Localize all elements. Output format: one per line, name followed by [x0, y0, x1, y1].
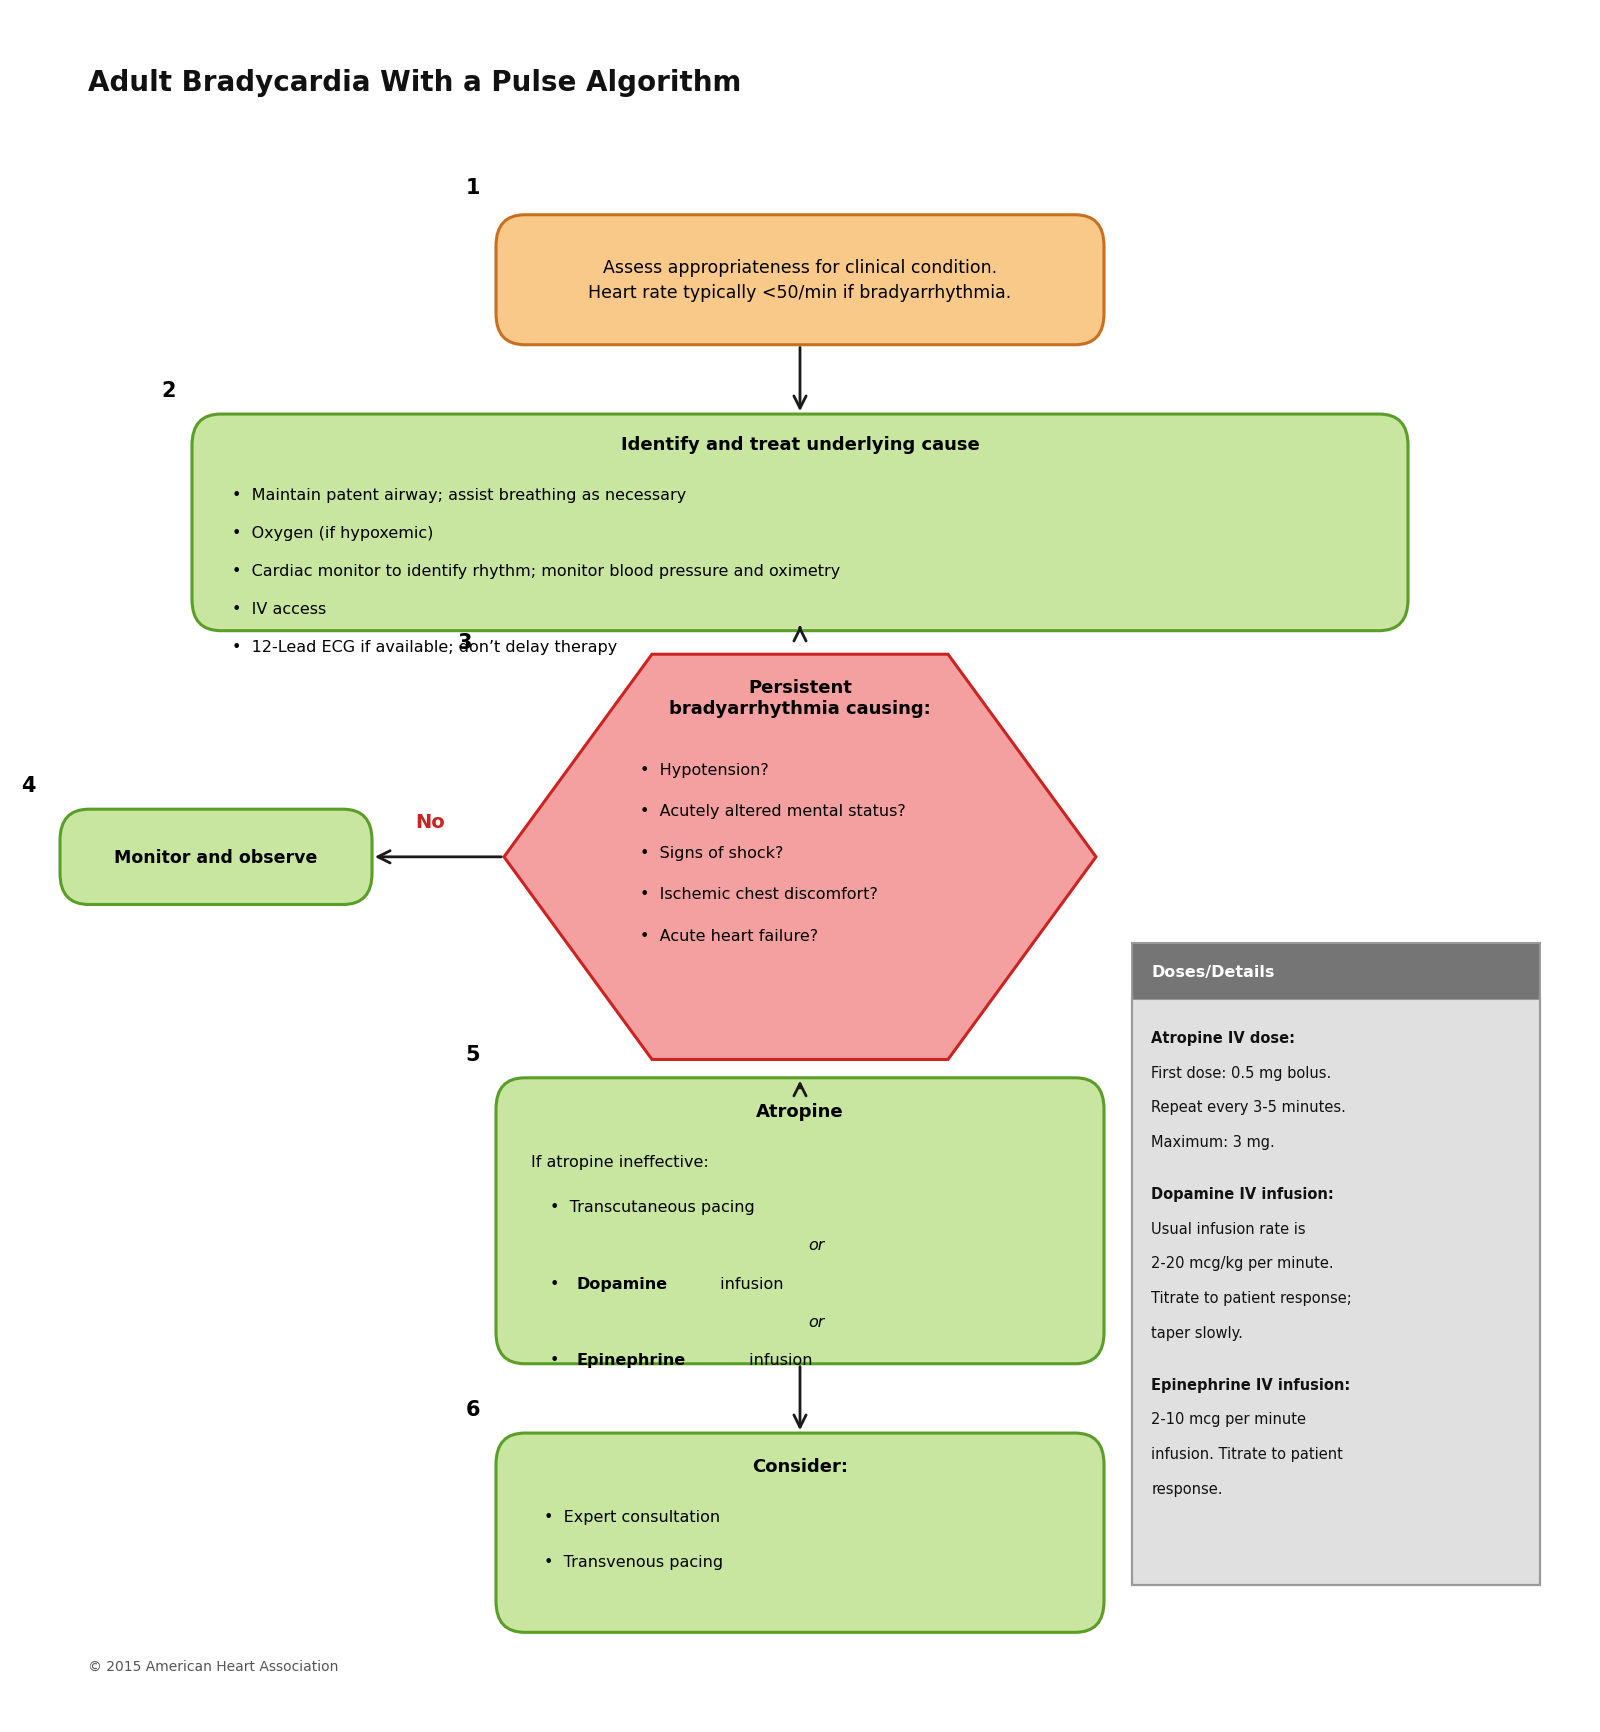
Text: Atropine IV dose:: Atropine IV dose:	[1152, 1031, 1296, 1046]
Text: Yes: Yes	[856, 1100, 893, 1119]
Polygon shape	[504, 655, 1096, 1060]
Text: taper slowly.: taper slowly.	[1152, 1325, 1243, 1341]
FancyBboxPatch shape	[496, 1434, 1104, 1632]
Text: First dose: 0.5 mg bolus.: First dose: 0.5 mg bolus.	[1152, 1065, 1331, 1081]
FancyBboxPatch shape	[496, 216, 1104, 346]
Text: Persistent
bradyarrhythmia causing:: Persistent bradyarrhythmia causing:	[669, 679, 931, 717]
Text: •  Transcutaneous pacing: • Transcutaneous pacing	[550, 1199, 755, 1214]
FancyBboxPatch shape	[1133, 999, 1539, 1585]
Text: If atropine ineffective:: If atropine ineffective:	[531, 1154, 709, 1169]
Text: •  Oxygen (if hypoxemic): • Oxygen (if hypoxemic)	[232, 527, 434, 540]
Text: •  Acute heart failure?: • Acute heart failure?	[640, 928, 818, 944]
Text: © 2015 American Heart Association: © 2015 American Heart Association	[88, 1659, 338, 1673]
Text: Repeat every 3-5 minutes.: Repeat every 3-5 minutes.	[1152, 1100, 1346, 1115]
Text: •: •	[550, 1353, 570, 1368]
Text: Monitor and observe: Monitor and observe	[114, 849, 318, 866]
Text: infusion: infusion	[715, 1276, 784, 1290]
Text: Usual infusion rate is: Usual infusion rate is	[1152, 1221, 1306, 1237]
Text: Assess appropriateness for clinical condition.
Heart rate typically <50/min if b: Assess appropriateness for clinical cond…	[589, 260, 1011, 301]
Text: Identify and treat underlying cause: Identify and treat underlying cause	[621, 436, 979, 454]
Text: 6: 6	[466, 1399, 480, 1420]
Text: response.: response.	[1152, 1481, 1222, 1496]
Text: •  Ischemic chest discomfort?: • Ischemic chest discomfort?	[640, 887, 878, 902]
Text: 1: 1	[466, 178, 480, 199]
Text: 4: 4	[21, 776, 37, 797]
Text: •: •	[550, 1276, 570, 1290]
Text: Atropine: Atropine	[757, 1103, 843, 1121]
FancyBboxPatch shape	[496, 1077, 1104, 1365]
Text: Titrate to patient response;: Titrate to patient response;	[1152, 1290, 1352, 1306]
Text: Consider:: Consider:	[752, 1457, 848, 1476]
Text: •  Signs of shock?: • Signs of shock?	[640, 845, 784, 861]
Text: •  Expert consultation: • Expert consultation	[544, 1509, 720, 1524]
Text: Dopamine: Dopamine	[576, 1276, 667, 1290]
Text: •  Hypotension?: • Hypotension?	[640, 762, 768, 778]
Text: or: or	[808, 1315, 824, 1328]
Text: 5: 5	[466, 1044, 480, 1063]
Text: Doses/Details: Doses/Details	[1152, 965, 1275, 979]
Text: •  Cardiac monitor to identify rhythm; monitor blood pressure and oximetry: • Cardiac monitor to identify rhythm; mo…	[232, 565, 840, 578]
Text: •  12-Lead ECG if available; don’t delay therapy: • 12-Lead ECG if available; don’t delay …	[232, 641, 618, 655]
Text: Dopamine IV infusion:: Dopamine IV infusion:	[1152, 1186, 1334, 1202]
Text: •  Transvenous pacing: • Transvenous pacing	[544, 1555, 723, 1569]
Text: infusion: infusion	[744, 1353, 813, 1368]
Text: 2-10 mcg per minute: 2-10 mcg per minute	[1152, 1412, 1306, 1427]
Text: •  Maintain patent airway; assist breathing as necessary: • Maintain patent airway; assist breathi…	[232, 488, 686, 502]
Text: Maximum: 3 mg.: Maximum: 3 mg.	[1152, 1134, 1275, 1150]
Text: No: No	[414, 812, 445, 831]
Text: Adult Bradycardia With a Pulse Algorithm: Adult Bradycardia With a Pulse Algorithm	[88, 69, 741, 97]
Text: Epinephrine IV infusion:: Epinephrine IV infusion:	[1152, 1377, 1350, 1393]
Text: or: or	[808, 1238, 824, 1252]
Text: 2: 2	[162, 381, 176, 402]
Text: •  IV access: • IV access	[232, 603, 326, 617]
FancyBboxPatch shape	[192, 416, 1408, 632]
FancyBboxPatch shape	[1133, 944, 1539, 999]
Text: Epinephrine: Epinephrine	[576, 1353, 685, 1368]
FancyBboxPatch shape	[61, 811, 371, 904]
Text: 3: 3	[458, 632, 472, 653]
Text: 2-20 mcg/kg per minute.: 2-20 mcg/kg per minute.	[1152, 1256, 1334, 1271]
Text: •  Acutely altered mental status?: • Acutely altered mental status?	[640, 804, 906, 819]
Text: infusion. Titrate to patient: infusion. Titrate to patient	[1152, 1446, 1342, 1462]
